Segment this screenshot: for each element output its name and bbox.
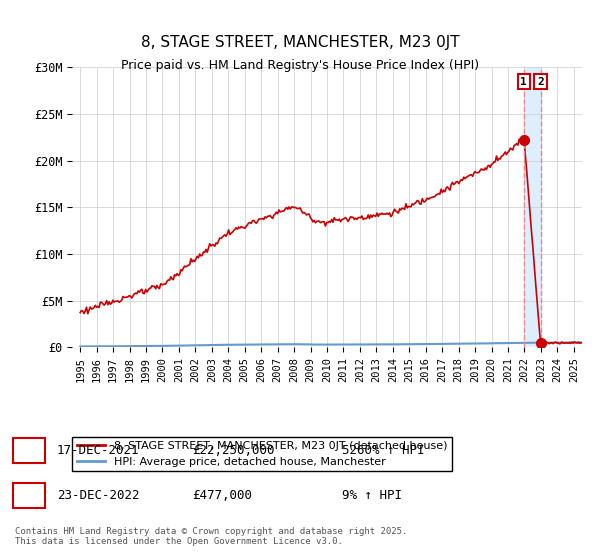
Bar <box>524 67 541 347</box>
Text: 5260% ↑ HPI: 5260% ↑ HPI <box>342 444 424 458</box>
Text: Contains HM Land Registry data © Crown copyright and database right 2025.
This d: Contains HM Land Registry data © Crown c… <box>15 526 407 546</box>
Text: 2: 2 <box>25 489 32 502</box>
Text: 1: 1 <box>520 77 527 87</box>
Text: 17-DEC-2021: 17-DEC-2021 <box>57 444 139 458</box>
Text: 2: 2 <box>537 77 544 87</box>
Text: 1: 1 <box>25 444 32 458</box>
Text: Price paid vs. HM Land Registry's House Price Index (HPI): Price paid vs. HM Land Registry's House … <box>121 59 479 72</box>
Text: 9% ↑ HPI: 9% ↑ HPI <box>342 489 402 502</box>
Text: £22,250,000: £22,250,000 <box>192 444 275 458</box>
Legend: 8, STAGE STREET, MANCHESTER, M23 0JT (detached house), HPI: Average price, detac: 8, STAGE STREET, MANCHESTER, M23 0JT (de… <box>73 437 452 471</box>
Text: £477,000: £477,000 <box>192 489 252 502</box>
Text: 23-DEC-2022: 23-DEC-2022 <box>57 489 139 502</box>
Text: 8, STAGE STREET, MANCHESTER, M23 0JT: 8, STAGE STREET, MANCHESTER, M23 0JT <box>140 35 460 50</box>
